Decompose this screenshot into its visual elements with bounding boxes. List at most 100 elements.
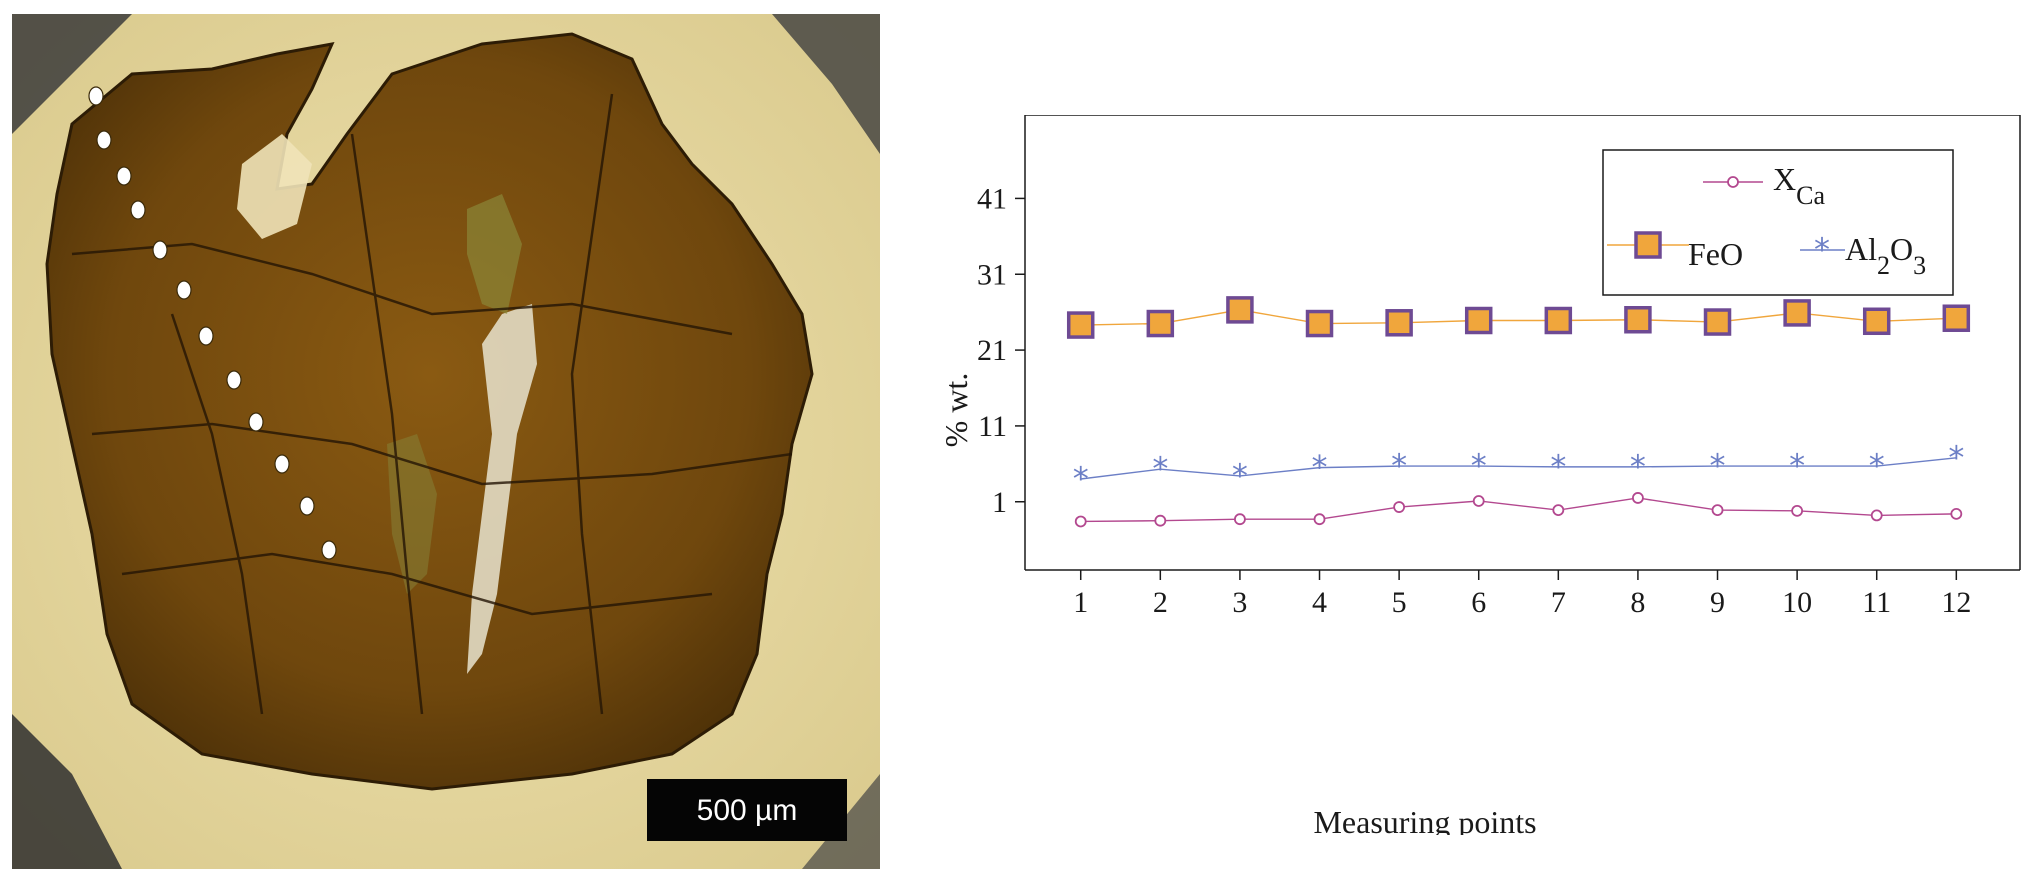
measuring-point-marker [130, 200, 146, 220]
data-point [1783, 299, 1811, 327]
legend-entry-feo: FeO [1607, 231, 1743, 272]
data-point [1791, 504, 1804, 517]
scale-bar [647, 779, 847, 841]
legend-label: FeO [1688, 236, 1743, 272]
series-layer: * * * * * * * * * * * * [1066, 296, 1971, 528]
data-point [1146, 309, 1175, 338]
data-point: * [1710, 447, 1726, 485]
data-point [1305, 309, 1334, 338]
dark-corner-top-right [772, 14, 880, 154]
svg-text:*: * [1814, 231, 1830, 269]
dark-corner-top-left [12, 14, 132, 134]
data-point [1385, 309, 1413, 337]
y-tick-label: 1 [992, 486, 1007, 519]
x-tick-label: 8 [1630, 586, 1645, 619]
data-point [1862, 307, 1891, 336]
quartz-inclusion [237, 134, 312, 239]
data-point: * [1948, 438, 1964, 476]
legend-entry-al2o3: * Al2O3 [1800, 231, 1926, 280]
data-point [1464, 306, 1493, 335]
data-point [1624, 306, 1652, 334]
legend-items: XCa FeO * Al2O3 [1607, 161, 1926, 280]
legend-entry-xca: XCa [1703, 161, 1825, 210]
data-point: * [1550, 447, 1566, 485]
x-tick-label: 9 [1710, 586, 1725, 619]
data-point: * [1152, 450, 1168, 488]
measuring-point-marker [226, 370, 242, 390]
measuring-point-marker [248, 412, 264, 432]
data-point [1313, 513, 1326, 526]
x-tick-label: 1 [1073, 586, 1088, 619]
y-tick-label: 21 [977, 334, 1007, 367]
data-point [1950, 507, 1963, 520]
data-point: * [1312, 448, 1328, 486]
data-point [1711, 504, 1724, 516]
x-tick-label: 4 [1312, 586, 1327, 619]
data-point [1226, 296, 1254, 324]
y-tick-label: 11 [978, 410, 1007, 443]
measuring-point-marker [299, 496, 315, 516]
series-line [1080, 309, 1957, 326]
central-fracture [467, 304, 537, 674]
scale-bar-label: 500 µm [697, 794, 798, 827]
data-point [1472, 495, 1485, 507]
data-point: * [1789, 447, 1805, 485]
measuring-point-marker [321, 540, 337, 560]
data-point: * [1471, 447, 1487, 485]
x-tick-label: 10 [1782, 586, 1812, 619]
data-point [1632, 492, 1644, 504]
data-point [1870, 509, 1883, 522]
legend: XCa FeO * Al2O3 [1602, 149, 1954, 296]
x-tick-label: 12 [1941, 586, 1971, 619]
x-tick-label: 6 [1471, 586, 1486, 619]
data-point [1234, 513, 1246, 526]
measuring-point-marker [88, 86, 104, 106]
data-point: * [1232, 456, 1248, 494]
series-al2o3: * * * * * * * * * * * * [1073, 438, 1965, 497]
data-point: * [1869, 447, 1885, 485]
data-point [1066, 311, 1095, 339]
series-line [1080, 497, 1957, 523]
measuring-point-marker [274, 454, 290, 474]
legend-label: Al2O3 [1845, 231, 1926, 280]
legend-box [1602, 149, 1954, 296]
data-point: * [1630, 447, 1646, 485]
dark-corner-bottom-left [12, 714, 122, 869]
measuring-point-markers [88, 86, 337, 560]
measuring-point-marker [198, 326, 214, 346]
x-tick-label: 5 [1392, 586, 1407, 619]
cracks [71, 93, 793, 715]
data-point [1544, 306, 1573, 335]
green-inclusion-2 [387, 434, 437, 594]
series-feo [1066, 296, 1971, 339]
plot-frame [1024, 115, 2021, 571]
legend-label: XCa [1773, 161, 1825, 210]
x-ticks: 1 2 3 4 5 6 7 8 9 10 11 12 [1073, 570, 1971, 619]
measuring-point-marker [152, 240, 168, 260]
y-tick-label: 31 [977, 258, 1007, 291]
x-tick-label: 2 [1153, 586, 1168, 619]
x-tick-label: 11 [1862, 586, 1891, 619]
y-axis-label: % wt. [938, 373, 974, 448]
series-line [1080, 457, 1957, 480]
series-xca [1074, 492, 1963, 528]
measuring-point-marker [96, 130, 112, 150]
measuring-point-marker [176, 280, 192, 300]
measuring-point-marker [116, 166, 132, 186]
x-axis-label: Measuring points [1313, 804, 1536, 835]
data-point [1552, 504, 1565, 516]
green-inclusion-1 [467, 194, 522, 314]
garnet-micrograph: 500 µm [12, 14, 880, 869]
data-point: * [1391, 447, 1407, 485]
data-point: * [1073, 460, 1089, 498]
data-point [1074, 515, 1087, 528]
data-point [1703, 308, 1732, 336]
data-point [1154, 514, 1167, 527]
x-tick-label: 3 [1232, 586, 1247, 619]
data-point [1942, 304, 1971, 332]
y-tick-label: 41 [977, 182, 1007, 215]
data-point [1393, 501, 1406, 513]
x-tick-label: 7 [1551, 586, 1566, 619]
